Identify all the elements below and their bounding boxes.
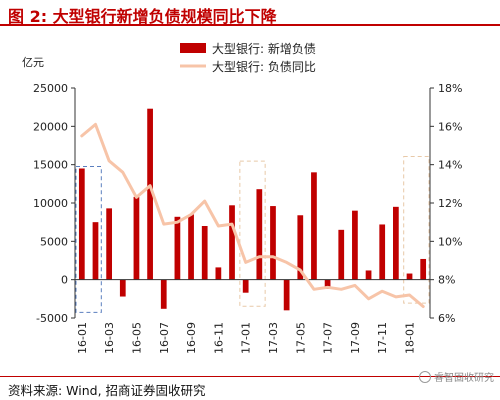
left-tick-label: 10000 — [33, 197, 68, 210]
legend-label-bar: 大型银行: 新增负债 — [212, 41, 316, 56]
bar-17-07 — [324, 279, 331, 289]
bar-17-01 — [242, 279, 249, 293]
left-tick-label: -5000 — [36, 312, 68, 325]
right-tick-label: 16% — [438, 120, 462, 133]
bar-16-04 — [119, 279, 126, 297]
x-tick-label: 16-07 — [158, 322, 171, 354]
figure-title: 图 2: 大型银行新增负债规模同比下降 — [8, 7, 277, 26]
left-tick-label: 5000 — [40, 235, 68, 248]
title-rule — [0, 24, 500, 26]
line-series — [80, 122, 425, 308]
bar-16-06 — [147, 108, 153, 280]
watermark: 睿智固收研究 — [419, 369, 494, 384]
x-tick-label: 16-05 — [130, 322, 143, 354]
bar-17-05 — [297, 215, 304, 280]
x-tick-label: 17-09 — [349, 322, 362, 354]
bar-series — [78, 108, 427, 311]
bar-16-01 — [78, 168, 85, 280]
bar-17-12 — [392, 206, 399, 280]
legend-swatch-bar — [180, 43, 206, 53]
bar-17-04 — [283, 279, 290, 311]
bar-18-01 — [406, 273, 413, 280]
bar-17-02 — [256, 189, 263, 280]
right-tick-label: 12% — [438, 197, 462, 210]
x-tick-label: 16-03 — [103, 322, 116, 354]
right-tick-label: 14% — [438, 159, 462, 172]
right-tick-label: 10% — [438, 235, 462, 248]
watermark-text: 睿智固收研究 — [434, 373, 494, 384]
axes: -5000 0 5000 10000 15000 20000 25000 亿元 6% 8% 10% 1… — [22, 56, 462, 354]
highlight-box-3 — [403, 156, 430, 304]
bar-16-03 — [106, 208, 113, 280]
source-note: 资料来源: Wind, 招商证券固收研究 — [8, 383, 206, 398]
bar-17-09 — [352, 210, 358, 280]
bar-16-09 — [188, 214, 194, 280]
bar-18-02 — [420, 258, 427, 280]
bar-17-08 — [338, 229, 345, 280]
right-tick-label: 18% — [438, 82, 462, 95]
x-tick-label: 17-01 — [240, 322, 253, 354]
source-rule — [0, 376, 500, 377]
bar-16-05 — [133, 196, 140, 280]
legend-label-line: 大型银行: 负债同比 — [212, 60, 316, 74]
bar-17-10 — [365, 270, 372, 280]
bar-17-03 — [270, 206, 276, 280]
x-tick-label: 17-05 — [294, 322, 307, 354]
x-tick-label: 17-11 — [376, 322, 389, 354]
x-tick-label: 17-07 — [322, 322, 335, 354]
bar-16-12 — [229, 205, 235, 280]
bar-16-08 — [174, 216, 181, 280]
x-tick-label: 18-01 — [404, 322, 417, 354]
left-tick-label: 20000 — [33, 120, 68, 133]
left-tick-label: 15000 — [33, 159, 68, 172]
bar-17-11 — [379, 224, 386, 280]
highlight-boxes — [75, 156, 430, 313]
x-tick-label: 16-11 — [212, 322, 225, 354]
highlight-box-1 — [75, 166, 102, 313]
wechat-icon — [419, 370, 431, 383]
right-tick-label: 8% — [438, 274, 455, 287]
x-tick-label: 16-01 — [76, 322, 89, 354]
line-负债同比 — [80, 122, 425, 308]
x-tick-label: 17-03 — [267, 322, 280, 354]
x-tick-label: 16-09 — [185, 322, 198, 354]
right-tick-label: 6% — [438, 312, 455, 325]
bar-17-06 — [311, 172, 317, 280]
bar-16-02 — [92, 222, 99, 280]
highlight-box-2 — [239, 160, 266, 307]
bar-16-11 — [215, 267, 222, 280]
bar-16-07 — [160, 279, 167, 309]
bar-16-10 — [201, 226, 208, 280]
left-tick-label: 25000 — [33, 82, 68, 95]
left-axis-unit: 亿元 — [22, 56, 44, 69]
left-tick-label: 0 — [61, 274, 68, 287]
